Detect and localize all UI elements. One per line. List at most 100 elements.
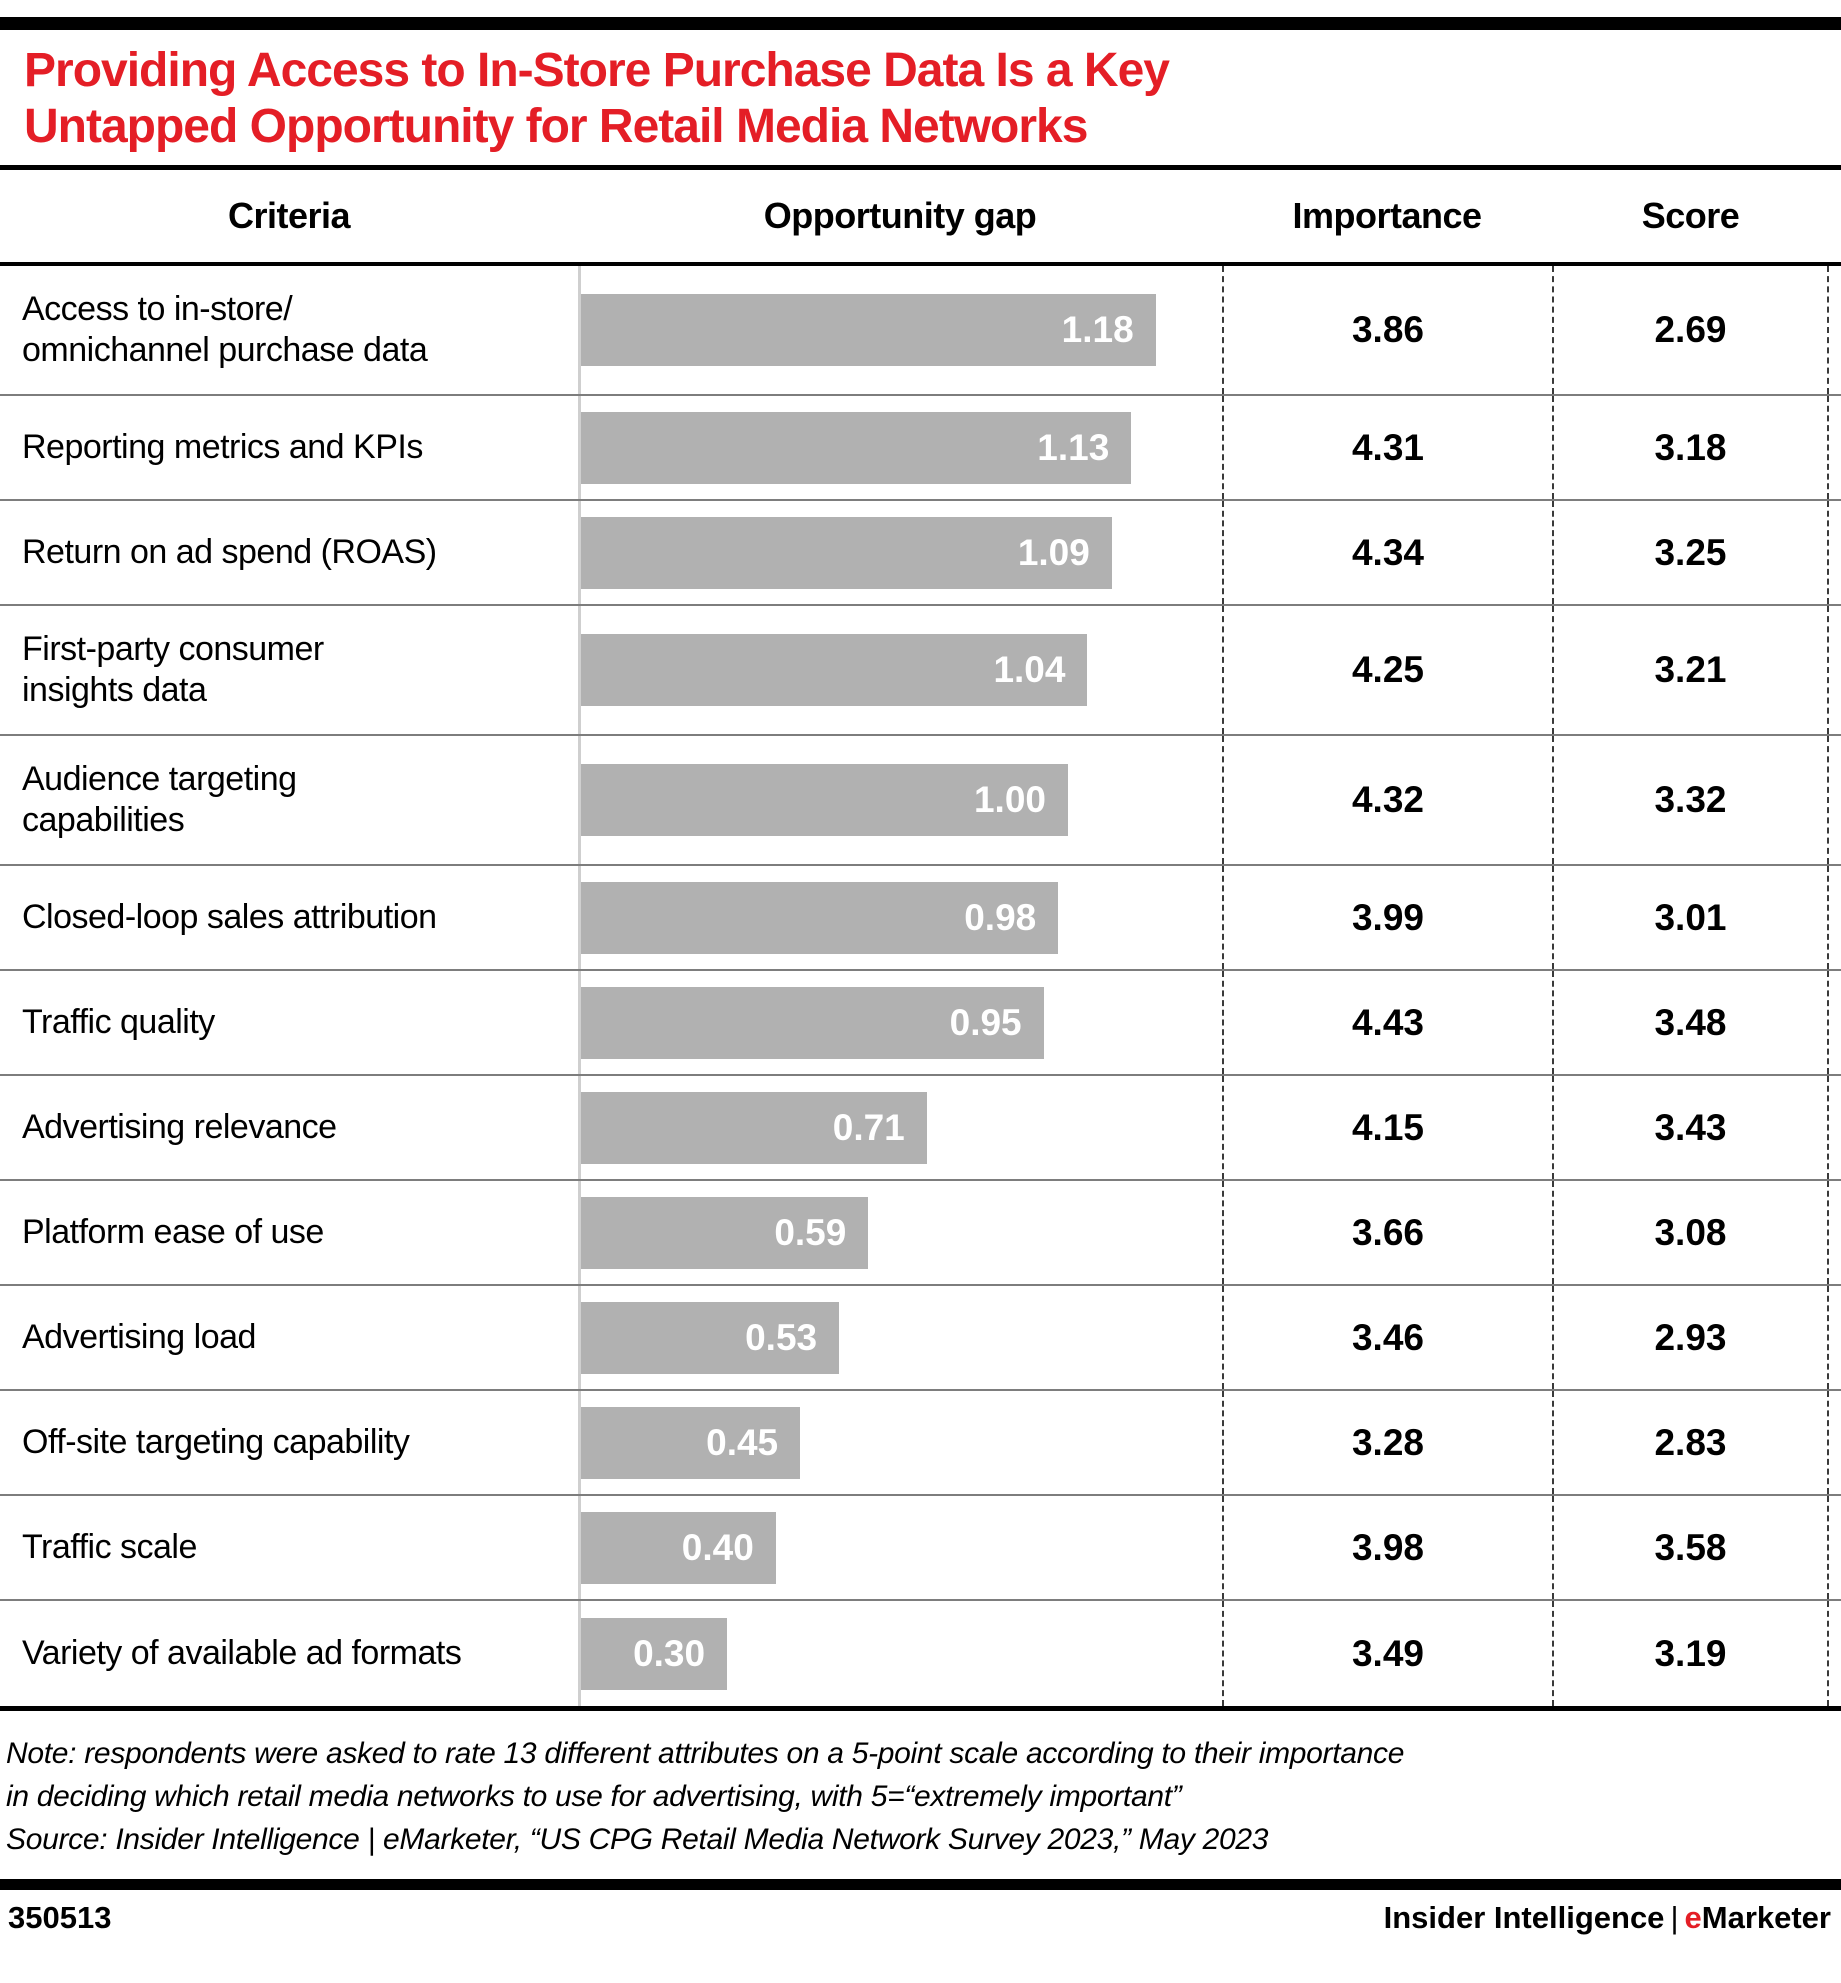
brand-logo: Insider Intelligence | eMarketer — [1384, 1900, 1831, 1936]
opportunity-gap-cell: 0.53 — [578, 1286, 1222, 1390]
table-row: Traffic quality 0.95 4.43 3.48 — [0, 971, 1841, 1077]
header-criteria: Criteria — [227, 195, 351, 237]
importance-value: 3.28 — [1222, 1391, 1552, 1495]
brand-emarketer-rest: Marketer — [1701, 1900, 1831, 1936]
header-opportunity-gap: Opportunity gap — [763, 195, 1037, 237]
bar-value-label: 1.09 — [1017, 531, 1090, 573]
table-header-row: Criteria Opportunity gap Importance Scor… — [0, 170, 1841, 262]
page-title: Providing Access to In-Store Purchase Da… — [0, 30, 1841, 165]
opportunity-gap-cell: 0.71 — [578, 1076, 1222, 1180]
importance-value: 4.25 — [1222, 606, 1552, 735]
table-row: Reporting metrics and KPIs 1.13 4.31 3.1… — [0, 396, 1841, 502]
criteria-label-line: Audience targeting — [22, 759, 297, 798]
top-divider-bar — [0, 17, 1841, 30]
criteria-label-line: Off-site targeting capability — [22, 1423, 410, 1462]
opportunity-gap-cell: 0.45 — [578, 1391, 1222, 1495]
opportunity-gap-cell: 0.95 — [578, 971, 1222, 1075]
importance-value: 4.34 — [1222, 501, 1552, 605]
opportunity-gap-cell: 1.13 — [578, 396, 1222, 500]
bar-value-label: 0.98 — [964, 896, 1037, 938]
criteria-label: Return on ad spend (ROAS) — [0, 501, 578, 604]
bar-value-label: 0.71 — [832, 1106, 905, 1148]
criteria-label-line: Advertising relevance — [22, 1108, 337, 1147]
table-row: Advertising relevance 0.71 4.15 3.43 — [0, 1076, 1841, 1182]
importance-value: 3.86 — [1222, 266, 1552, 395]
importance-value: 3.98 — [1222, 1496, 1552, 1600]
opportunity-gap-bar: 1.00 — [581, 764, 1068, 837]
criteria-label-line: Traffic quality — [22, 1003, 215, 1042]
opportunity-gap-cell: 0.40 — [578, 1496, 1222, 1600]
criteria-label-line: Access to in-store/ — [22, 289, 293, 328]
criteria-label: Platform ease of use — [0, 1181, 578, 1284]
score-value: 3.58 — [1552, 1496, 1829, 1600]
table-row: Return on ad spend (ROAS) 1.09 4.34 3.25 — [0, 501, 1841, 607]
footer-divider-bar — [0, 1879, 1841, 1891]
table-body: Access to in-store/omnichannel purchase … — [0, 266, 1841, 1707]
table-row: Closed-loop sales attribution 0.98 3.99 … — [0, 866, 1841, 972]
criteria-label: First-party consumer insights data — [0, 606, 578, 734]
importance-value: 4.31 — [1222, 396, 1552, 500]
opportunity-gap-bar: 0.59 — [581, 1196, 869, 1269]
table-row: Platform ease of use 0.59 3.66 3.08 — [0, 1181, 1841, 1287]
criteria-label-line: Closed-loop sales attribution — [22, 898, 437, 937]
table-row: Off-site targeting capability 0.45 3.28 … — [0, 1391, 1841, 1497]
brand-insider-intelligence: Insider Intelligence — [1383, 1900, 1665, 1936]
score-value: 3.18 — [1552, 396, 1829, 500]
criteria-label: Off-site targeting capability — [0, 1391, 578, 1494]
header-importance: Importance — [1292, 195, 1482, 237]
score-value: 2.83 — [1552, 1391, 1829, 1495]
criteria-label: Closed-loop sales attribution — [0, 866, 578, 969]
bar-value-label: 1.18 — [1061, 309, 1134, 351]
criteria-label-line: insights data — [22, 671, 207, 710]
criteria-label-line: omnichannel purchase data — [22, 331, 428, 370]
opportunity-gap-bar: 1.09 — [581, 516, 1112, 589]
bar-value-label: 1.00 — [973, 779, 1046, 821]
importance-value: 3.66 — [1222, 1181, 1552, 1285]
criteria-label-line: Platform ease of use — [22, 1213, 324, 1252]
header-divider — [0, 262, 1841, 267]
criteria-label-line: Advertising load — [22, 1318, 256, 1357]
criteria-label: Advertising relevance — [0, 1076, 578, 1179]
opportunity-gap-cell: 1.00 — [578, 736, 1222, 865]
opportunity-gap-bar: 0.95 — [581, 986, 1044, 1059]
opportunity-gap-cell: 1.04 — [578, 606, 1222, 735]
score-value: 3.32 — [1552, 736, 1829, 865]
table-row: Advertising load 0.53 3.46 2.93 — [0, 1286, 1841, 1392]
score-value: 3.48 — [1552, 971, 1829, 1075]
title-divider — [0, 165, 1841, 171]
bar-value-label: 0.40 — [681, 1526, 754, 1568]
source-line: Source: Insider Intelligence | eMarketer… — [6, 1822, 1269, 1856]
opportunity-gap-bar: 1.04 — [581, 634, 1088, 707]
bar-value-label: 0.95 — [949, 1001, 1022, 1043]
opportunity-gap-bar: 1.18 — [581, 294, 1156, 367]
opportunity-gap-bar: 1.13 — [581, 411, 1132, 484]
opportunity-gap-bar: 0.45 — [581, 1406, 801, 1479]
bar-value-label: 0.53 — [745, 1316, 818, 1358]
table-row: Access to in-store/omnichannel purchase … — [0, 266, 1841, 397]
criteria-label: Traffic quality — [0, 971, 578, 1074]
score-value: 3.01 — [1552, 866, 1829, 970]
score-value: 2.93 — [1552, 1286, 1829, 1390]
score-value: 3.43 — [1552, 1076, 1829, 1180]
bar-value-label: 0.59 — [774, 1211, 847, 1253]
score-value: 3.19 — [1552, 1601, 1829, 1707]
criteria-label: Access to in-store/omnichannel purchase … — [0, 266, 578, 394]
chart-id: 350513 — [8, 1900, 112, 1936]
importance-value: 4.32 — [1222, 736, 1552, 865]
opportunity-gap-cell: 1.18 — [578, 266, 1222, 395]
bar-value-label: 0.30 — [633, 1632, 706, 1674]
opportunity-gap-bar: 0.53 — [581, 1301, 840, 1374]
page-title-line2: Untapped Opportunity for Retail Media Ne… — [24, 99, 1088, 153]
score-value: 3.25 — [1552, 501, 1829, 605]
table-row: First-party consumer insights data 1.04 4… — [0, 606, 1841, 737]
page-title-line1: Providing Access to In-Store Purchase Da… — [24, 44, 1170, 97]
importance-value: 3.46 — [1222, 1286, 1552, 1390]
table-row: Audience targeting capabilities 1.00 4.32… — [0, 736, 1841, 867]
score-value: 2.69 — [1552, 266, 1829, 395]
note-block: Note: respondents were asked to rate 13 … — [0, 1711, 1841, 1861]
opportunity-gap-bar: 0.40 — [581, 1511, 776, 1584]
brand-separator: | — [1670, 1900, 1679, 1936]
bar-value-label: 1.04 — [993, 649, 1066, 691]
score-value: 3.21 — [1552, 606, 1829, 735]
importance-value: 4.15 — [1222, 1076, 1552, 1180]
